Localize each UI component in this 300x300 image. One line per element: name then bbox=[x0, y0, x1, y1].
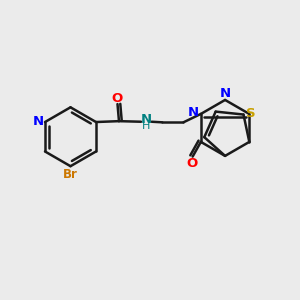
Text: N: N bbox=[33, 115, 44, 128]
Text: S: S bbox=[246, 107, 255, 121]
Text: O: O bbox=[112, 92, 123, 105]
Text: N: N bbox=[220, 87, 231, 100]
Text: N: N bbox=[188, 106, 199, 119]
Text: O: O bbox=[186, 157, 198, 169]
Text: H: H bbox=[142, 121, 151, 131]
Text: N: N bbox=[141, 112, 152, 126]
Text: Br: Br bbox=[63, 168, 78, 181]
